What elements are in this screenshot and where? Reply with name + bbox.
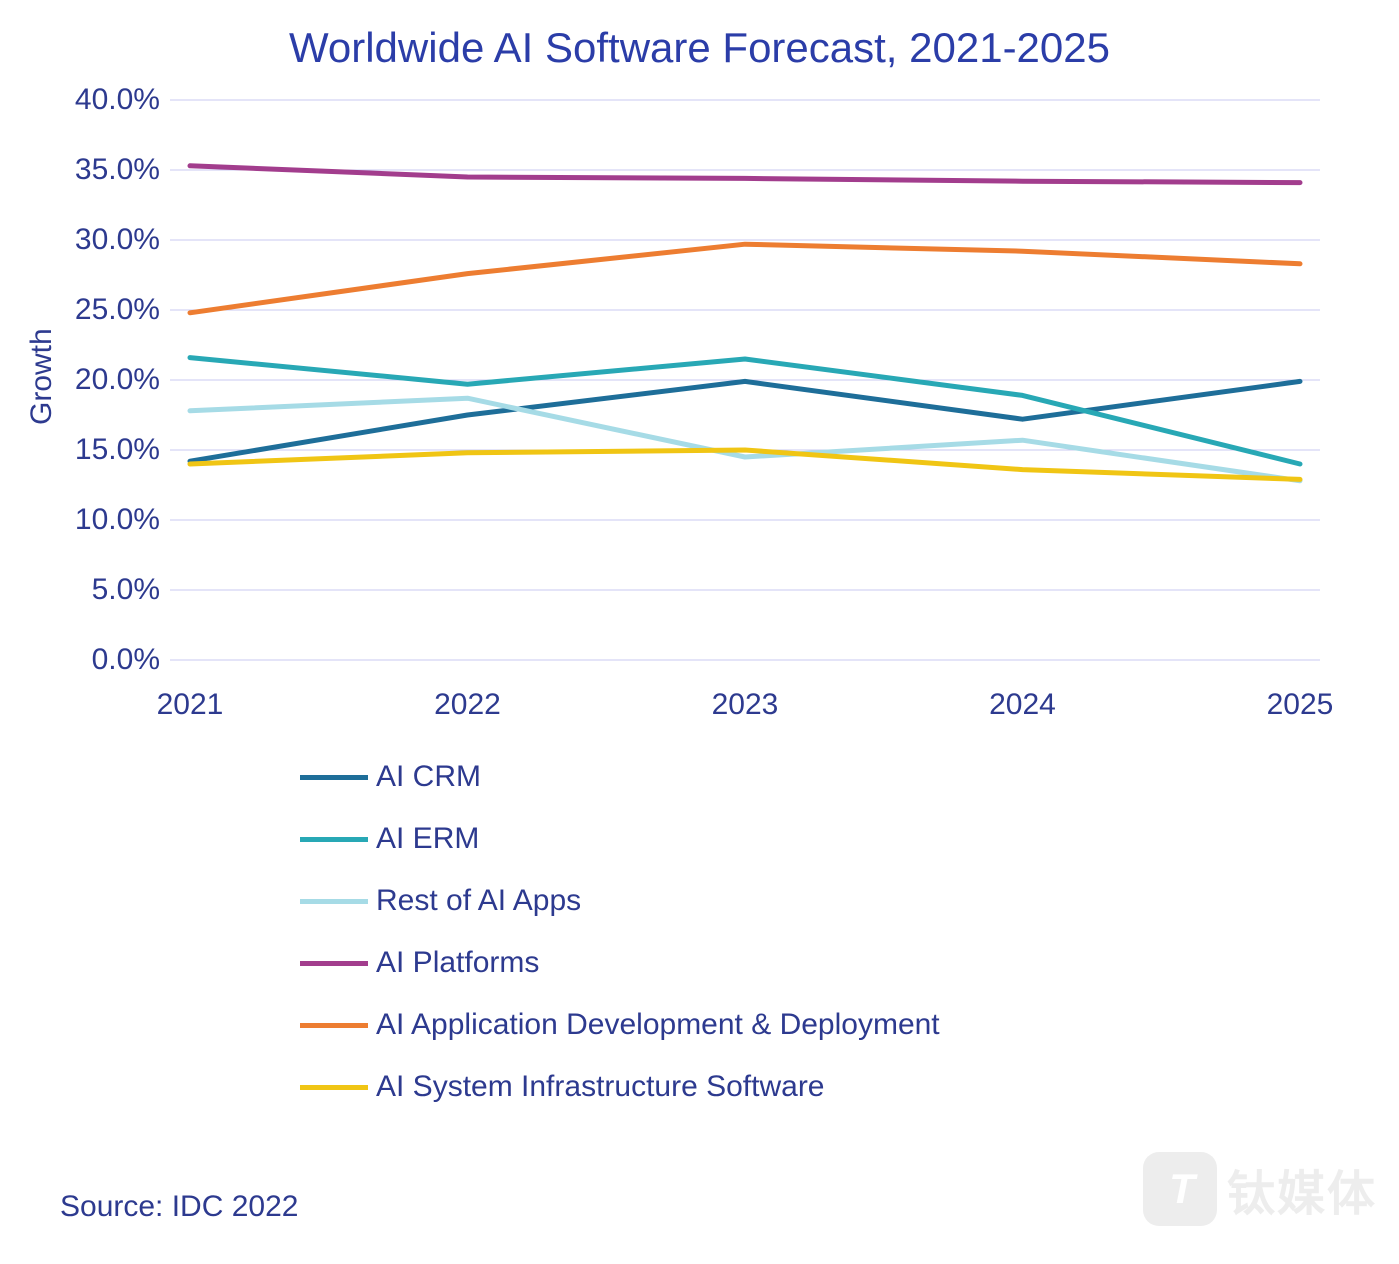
x-tick-label: 2023 xyxy=(712,688,779,722)
legend-swatch xyxy=(300,899,368,904)
y-tick-label: 25.0% xyxy=(50,293,160,327)
legend-swatch xyxy=(300,775,368,780)
series-line xyxy=(190,244,1300,313)
legend-label: AI System Infrastructure Software xyxy=(376,1070,825,1104)
source-text: Source: IDC 2022 xyxy=(60,1190,298,1224)
legend-item: AI Application Development & Deployment xyxy=(300,1008,940,1042)
watermark-logo-icon: T xyxy=(1143,1152,1217,1226)
legend-label: AI CRM xyxy=(376,760,481,794)
legend-label: AI Platforms xyxy=(376,946,539,980)
legend-label: Rest of AI Apps xyxy=(376,884,581,918)
chart-title: Worldwide AI Software Forecast, 2021-202… xyxy=(0,24,1399,72)
legend-item: AI Platforms xyxy=(300,946,940,980)
watermark-brand: 钛媒体 xyxy=(1227,1154,1377,1224)
plot-area xyxy=(170,100,1320,660)
y-tick-label: 10.0% xyxy=(50,503,160,537)
legend-item: Rest of AI Apps xyxy=(300,884,940,918)
legend-label: AI Application Development & Deployment xyxy=(376,1008,940,1042)
x-tick-label: 2024 xyxy=(989,688,1056,722)
chart-svg xyxy=(170,100,1320,660)
x-tick-label: 2022 xyxy=(434,688,501,722)
legend-item: AI ERM xyxy=(300,822,940,856)
x-tick-label: 2021 xyxy=(157,688,224,722)
y-tick-label: 5.0% xyxy=(50,573,160,607)
watermark: T 钛媒体 xyxy=(1143,1152,1377,1226)
legend-swatch xyxy=(300,837,368,842)
legend-swatch xyxy=(300,1085,368,1090)
legend-label: AI ERM xyxy=(376,822,479,856)
legend-item: AI System Infrastructure Software xyxy=(300,1070,940,1104)
y-tick-label: 40.0% xyxy=(50,83,160,117)
y-tick-label: 35.0% xyxy=(50,153,160,187)
legend-item: AI CRM xyxy=(300,760,940,794)
series-line xyxy=(190,398,1300,481)
y-tick-label: 15.0% xyxy=(50,433,160,467)
y-tick-label: 0.0% xyxy=(50,643,160,677)
chart-container: Worldwide AI Software Forecast, 2021-202… xyxy=(0,0,1399,1264)
y-tick-label: 20.0% xyxy=(50,363,160,397)
series-line xyxy=(190,166,1300,183)
legend-swatch xyxy=(300,961,368,966)
legend-swatch xyxy=(300,1023,368,1028)
y-tick-label: 30.0% xyxy=(50,223,160,257)
x-tick-label: 2025 xyxy=(1267,688,1334,722)
legend: AI CRM AI ERM Rest of AI Apps AI Platforms A… xyxy=(300,760,940,1132)
